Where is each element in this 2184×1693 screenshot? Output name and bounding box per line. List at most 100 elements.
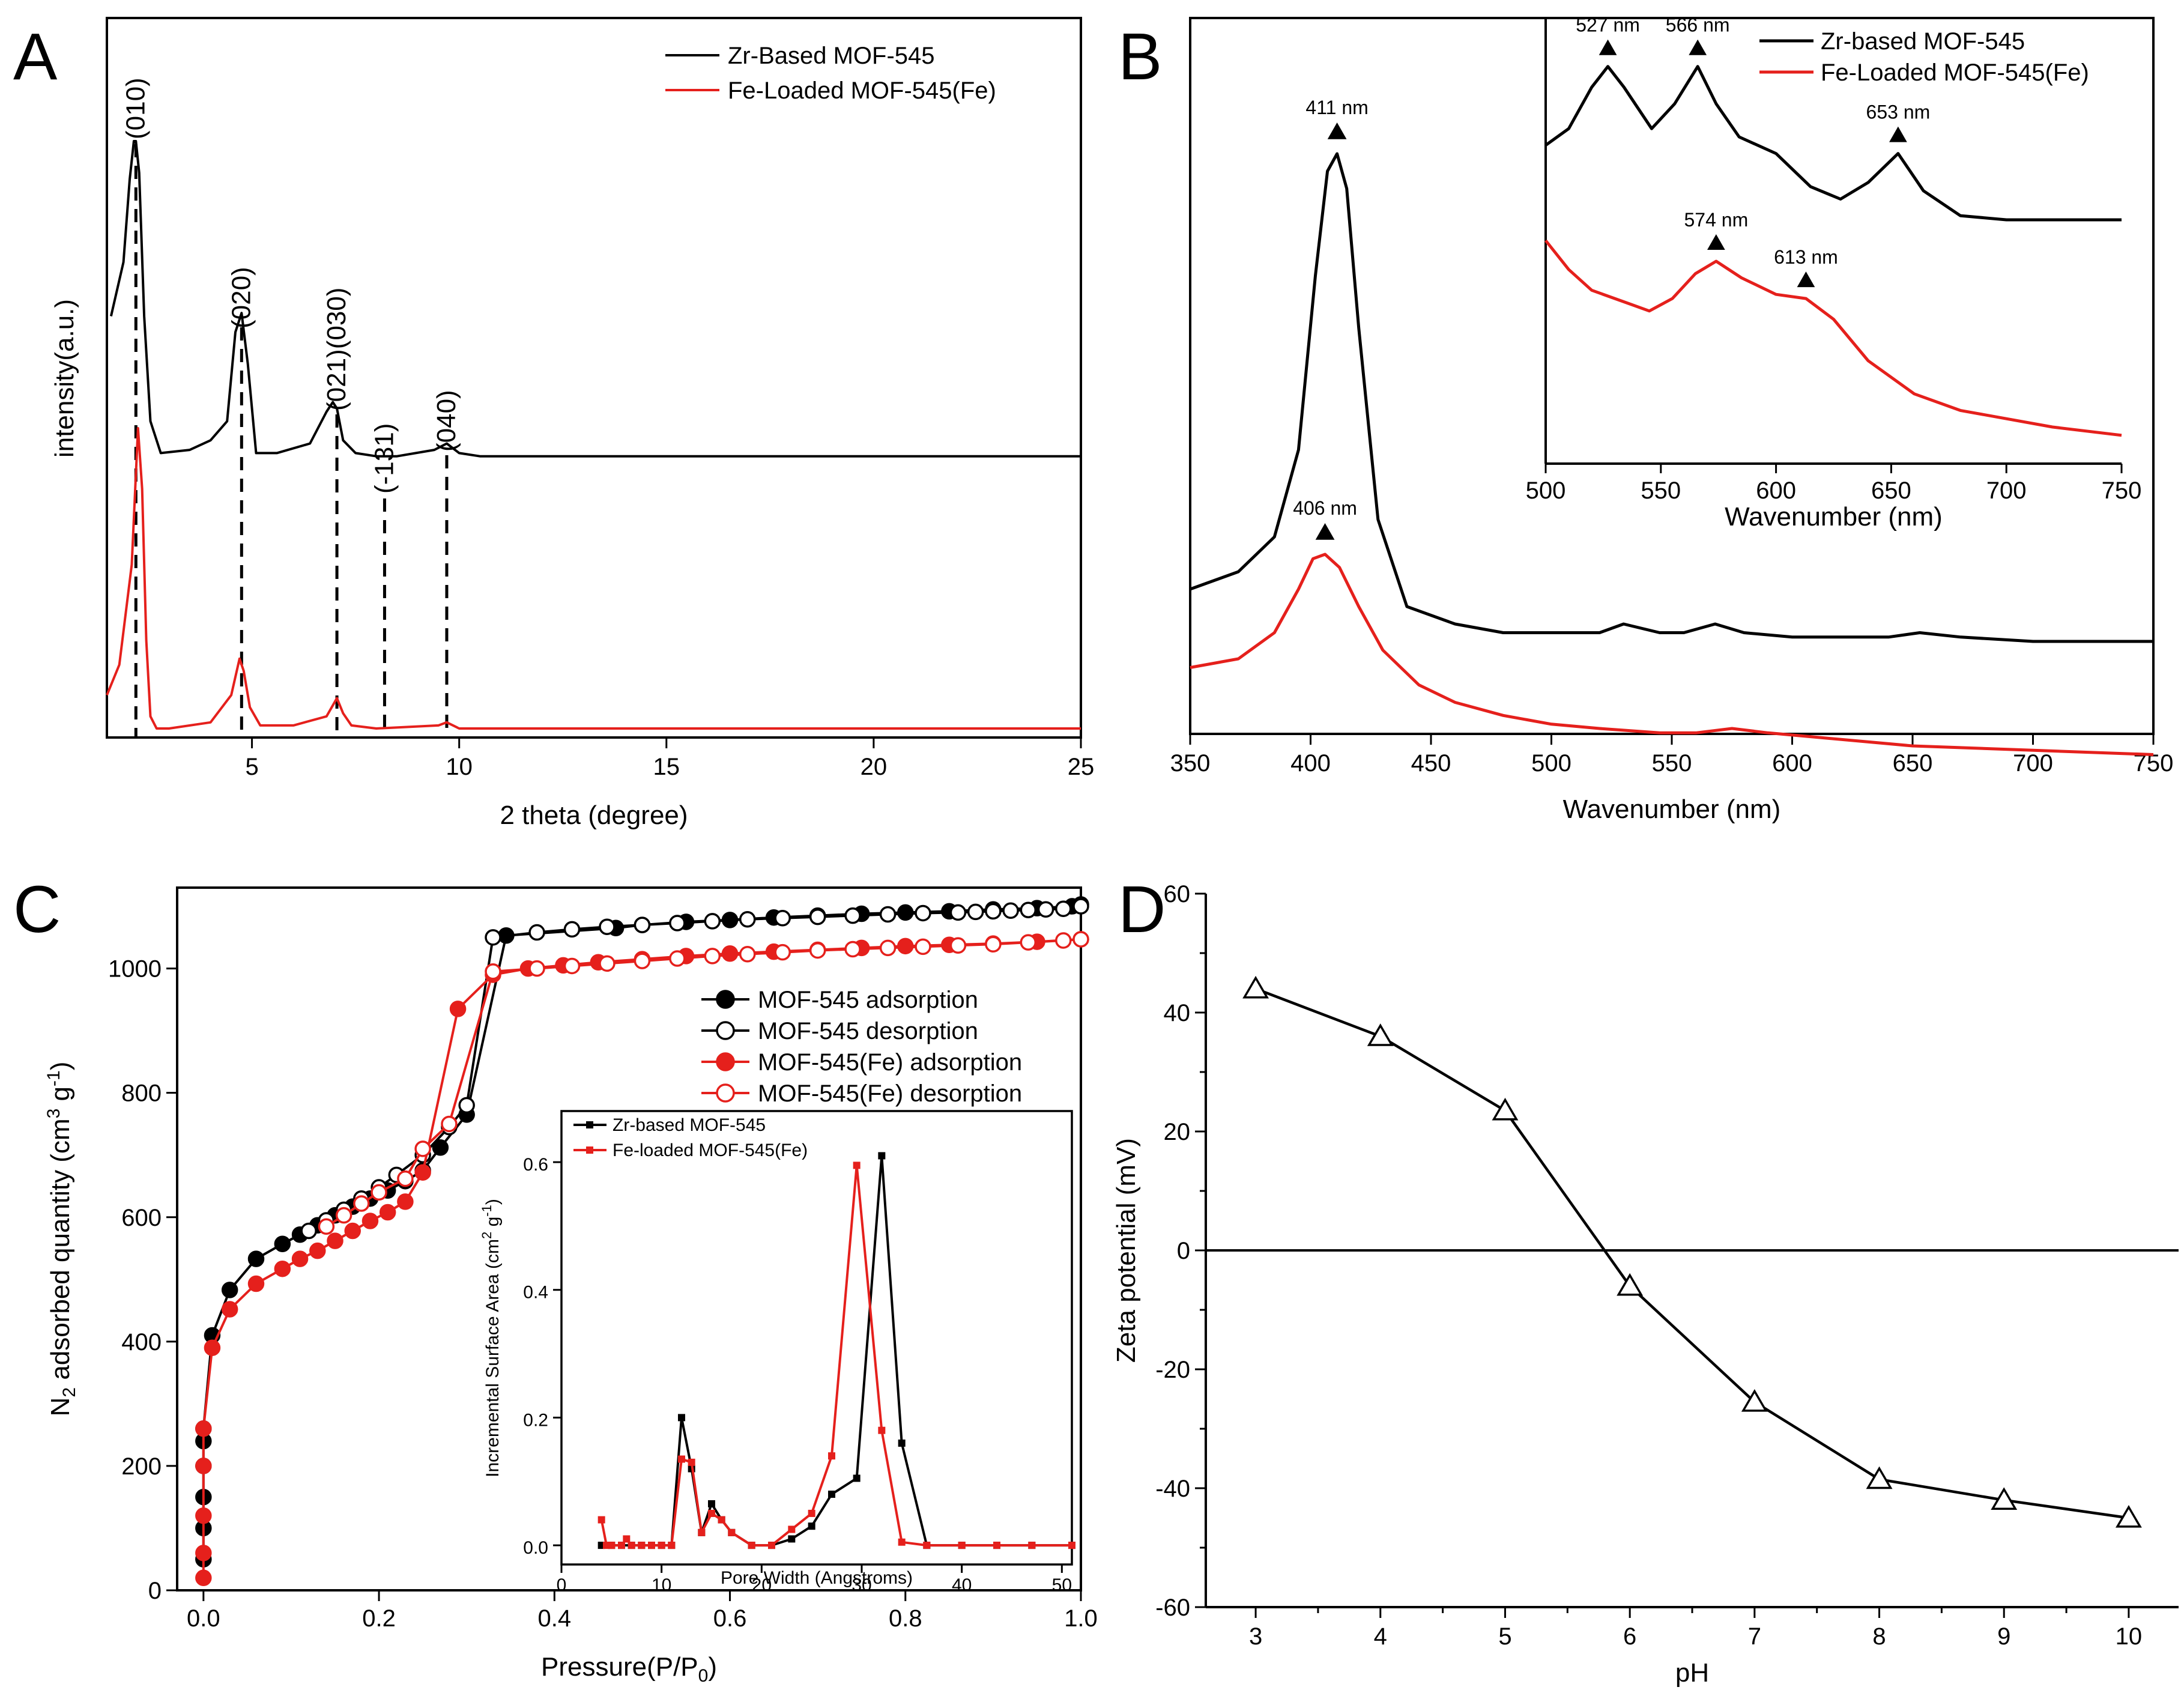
panel-c-inset-x-tick-label: 40 (952, 1575, 972, 1595)
panel-d-zeta-chart: -60 -40 -20 0 20 40 60 3 4 5 6 7 8 9 10 pH Zeta potentia… (1112, 881, 2179, 1688)
panel-c-point-mof545-des (458, 1097, 475, 1114)
panel-b-uvvis-chart: 350 400 450 500 550 600 650 700 750 Wavenumber (n… (1170, 17, 2173, 824)
panel-c-series-mof545-des-line (308, 937, 494, 1232)
panel-c-inset-point-fe (748, 1542, 755, 1549)
panel-c-point-mof545fe-ads (274, 1260, 291, 1277)
panel-c-inset-point-fe (1028, 1542, 1036, 1549)
panel-c-point-mof545fe-ads (414, 1164, 431, 1181)
panel-c-point-mof545-des (300, 1222, 317, 1240)
panel-a-y-axis-label: intensity(a.u.) (50, 299, 79, 458)
panel-c-y-tick-label: 600 (121, 1205, 162, 1231)
panel-c-point-mof545-des (704, 913, 721, 930)
panel-a-legend-label-zr: Zr-Based MOF-545 (728, 43, 935, 69)
panel-c-point-mof545-ads (247, 1250, 265, 1267)
panel-b-x-tick-label: 700 (2013, 750, 2053, 777)
panel-c-point-mof545fe-des (371, 1184, 387, 1201)
panel-c-inset-point-fe (958, 1542, 966, 1549)
panel-d-y-tick-label: 20 (1164, 1119, 1191, 1145)
panel-c-inset-series-zr-line (601, 1154, 1072, 1547)
panel-a-series-zr-line (109, 140, 1081, 458)
panel-b-inset-peak-label: 653 nm (1866, 101, 1931, 123)
panel-b-inset-peak-label: 574 nm (1684, 209, 1748, 231)
panel-c-axes-frame (176, 886, 1082, 1592)
panel-b-series-zr-line (1190, 152, 2153, 643)
panel-c-point-mof545fe-des (1055, 932, 1072, 949)
panel-c-inset-legend-label-zr: Zr-based MOF-545 (613, 1115, 766, 1135)
panel-b-inset-legend-label-zr: Zr-based MOF-545 (1821, 28, 2025, 55)
panel-b-peak-label: 406 nm (1293, 497, 1357, 519)
panel-c-point-mof545fe-des (634, 953, 651, 969)
panel-c-inset-chart: 0 10 20 30 40 50 0.0 0.2 0.4 0.6 Pore Width (Angst… (479, 1110, 1075, 1595)
panel-c-inset-point-fe (608, 1542, 616, 1549)
panel-c-point-mof545fe-des (353, 1195, 370, 1212)
panel-d-point-zeta (1367, 1023, 1394, 1046)
panel-a-x-axis-label: 2 theta (degree) (500, 801, 688, 830)
panel-c-inset-point-fe (923, 1542, 931, 1549)
panel-c-inset-series-fe-line (600, 1164, 1072, 1547)
panel-b-inset-legend-label-fe: Fe-Loaded MOF-545(Fe) (1821, 59, 2089, 86)
panel-a-peak-label: (040) (432, 390, 461, 452)
panel-d-series-zeta-line (1255, 987, 2129, 1519)
panel-b-x-tick-label: 500 (1531, 750, 1571, 777)
panel-c-point-mof545-des (528, 924, 545, 941)
panel-c-point-mof545-des (985, 903, 1002, 920)
panel-c-point-mof545-des (1037, 901, 1054, 918)
panel-d-y-tick-label: 60 (1164, 881, 1191, 907)
panel-c-legend-marker (716, 1083, 735, 1103)
panel-c-point-mof545fe-des (335, 1207, 352, 1224)
panel-c-inset-x-axis-label: Pore Width (Angstroms) (721, 1568, 913, 1588)
panel-label-a: A (13, 20, 58, 94)
panel-c-inset-point-fe (698, 1528, 706, 1536)
panel-c-inset-legend-label-fe: Fe-loaded MOF-545(Fe) (613, 1140, 808, 1160)
panel-a-xrd-chart: 5 10 15 20 25 2 theta (degree) intensity(a.u.)… (50, 17, 1095, 830)
panel-c-x-tick-label: 1.0 (1064, 1605, 1098, 1632)
panel-c-y-tick-label: 400 (121, 1329, 162, 1355)
panel-a-series-fe-line (106, 427, 1081, 730)
panel-b-inset-series-zr-line (1544, 65, 2122, 222)
panel-c-inset-point-zr (708, 1500, 715, 1507)
panel-c-point-mof545fe-ads (309, 1242, 326, 1259)
panel-c-inset-x-tick-label: 10 (652, 1575, 671, 1595)
panel-c-point-mof545fe-des (1020, 934, 1037, 951)
panel-c-point-mof545fe-des (704, 948, 721, 965)
panel-b-inset-x-tick-label: 650 (1871, 477, 1911, 504)
panel-c-legend-marker (716, 1021, 735, 1040)
panel-b-inset-x-tick-label: 550 (1641, 477, 1681, 504)
panel-c-point-mof545fe-ads (361, 1213, 379, 1229)
panel-c-point-mof545-des (599, 918, 616, 935)
panel-c-point-mof545fe-des (1072, 931, 1089, 948)
panel-b-inset-x-tick-label: 700 (1986, 477, 2027, 504)
panel-c-x-tick-label: 0.2 (362, 1605, 396, 1632)
panel-d-y-axis-label: Zeta potential (mV) (1112, 1138, 1141, 1363)
panel-d-x-axis-label: pH (1675, 1658, 1709, 1688)
panel-b-peak-marker (1327, 122, 1347, 139)
panel-b-x-axis-label: Wavenumber (nm) (1563, 795, 1781, 824)
panel-c-point-mof545fe-des (844, 940, 861, 958)
panel-c-inset-x-tick-label: 50 (1052, 1575, 1072, 1595)
panel-c-inset-x-tick-label: 30 (852, 1575, 871, 1595)
panel-c-inset-point-fe (628, 1542, 635, 1549)
panel-c-inset-y-tick-label: 0.4 (523, 1283, 548, 1303)
panel-c-point-mof545fe-ads (247, 1275, 265, 1292)
panel-c-point-mof545-ads (221, 1282, 238, 1298)
panel-c-point-mof545-des (949, 904, 967, 921)
panel-c-inset-x-tick-label: 20 (752, 1575, 772, 1595)
panel-a-x-tick-label: 25 (1068, 754, 1095, 780)
panel-c-inset-point-fe (597, 1516, 605, 1524)
panel-c-point-mof545fe-des (949, 937, 967, 954)
panel-b-peak-marker (1315, 522, 1335, 540)
panel-c-inset-point-zr (878, 1152, 886, 1160)
panel-d-x-tick-label: 9 (1997, 1623, 2010, 1650)
panel-c-point-mof545fe-des (669, 950, 686, 967)
panel-c-point-mof545fe-ads (195, 1420, 212, 1437)
panel-c-point-mof545fe-des (441, 1115, 458, 1133)
panel-b-inset-peak-label: 613 nm (1774, 246, 1838, 268)
panel-d-x-tick-label: 7 (1748, 1623, 1761, 1650)
panel-d-y-tick-label: 0 (1177, 1238, 1190, 1264)
panel-c-point-mof545fe-ads (327, 1232, 343, 1249)
panel-c-inset-point-fe (1068, 1542, 1075, 1549)
panel-b-inset-peak-marker (1689, 39, 1707, 55)
panel-c-point-mof545fe-ads (195, 1458, 212, 1474)
panel-c-inset-point-zr (853, 1474, 861, 1482)
panel-b-peak-label: 411 nm (1305, 97, 1368, 118)
